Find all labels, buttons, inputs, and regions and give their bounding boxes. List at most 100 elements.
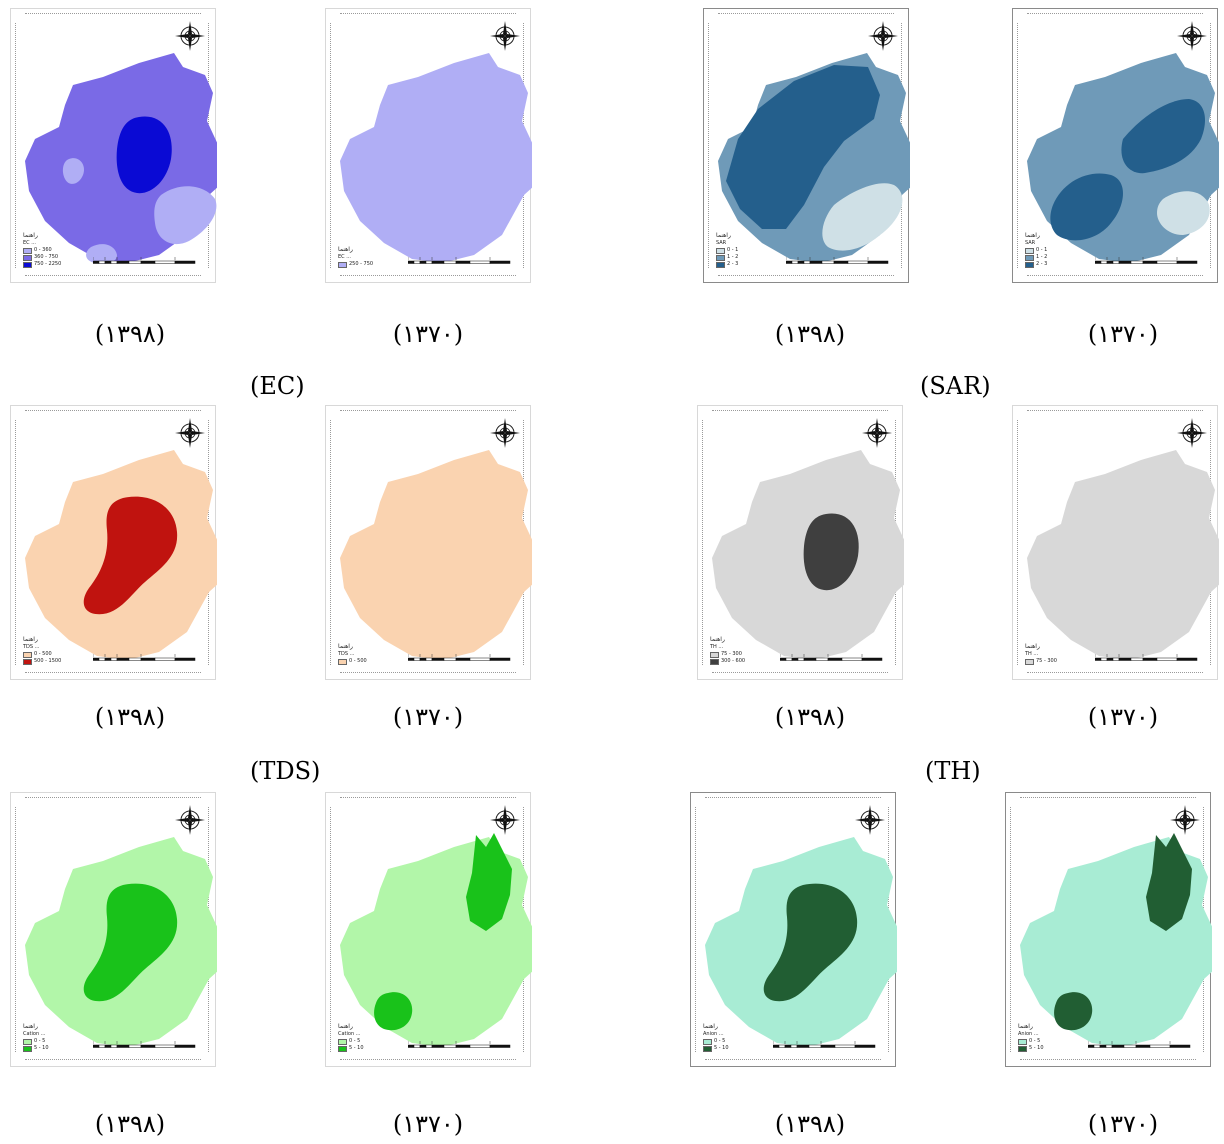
legend-range: 1 - 2 [727, 254, 739, 260]
legend-swatch [338, 658, 347, 665]
year-label: (۱۳۷۰) [392, 703, 464, 731]
north-arrow-icon [175, 21, 205, 51]
legend-entry: 75 - 300 [710, 651, 745, 658]
year-label: (۱۳۹۸) [94, 320, 166, 348]
year-label: (۱۳۹۸) [94, 1110, 166, 1138]
graticule-ticks [1010, 807, 1013, 1052]
legend-entry: 250 - 750 [338, 261, 373, 268]
graticule-ticks [712, 672, 888, 675]
legend-range: 0 - 1 [1036, 247, 1048, 253]
study-area-region [718, 53, 910, 263]
graticule-ticks [705, 797, 881, 800]
legend-entry: 1 - 2 [716, 254, 738, 261]
legend-entry: 0 - 1 [716, 247, 738, 254]
parameter-label-tds: (TDS) [250, 757, 321, 785]
map-legend: راهنما TH ... 75 - 300 300 - 600 [710, 636, 745, 665]
legend-parameter: SAR [1025, 240, 1036, 246]
map-legend: راهنما TDS ... 0 - 500 [338, 643, 367, 665]
legend-range: 5 - 10 [714, 1045, 729, 1051]
graticule-ticks [15, 420, 18, 665]
north-arrow-icon [175, 805, 205, 835]
legend-entry: 0 - 500 [23, 651, 61, 658]
legend-range: 250 - 750 [349, 261, 374, 267]
year-label: (۱۳۷۰) [392, 320, 464, 348]
legend-swatch [703, 1045, 712, 1052]
graticule-ticks [340, 1059, 516, 1062]
scale-bar [1095, 654, 1198, 661]
map-legend: راهنما TH ... 75 - 300 [1025, 643, 1057, 665]
legend-parameter: SAR [716, 240, 727, 246]
legend-swatch [710, 658, 719, 665]
scale-bar [1095, 257, 1198, 264]
north-arrow-icon [175, 418, 205, 448]
study-area-region [340, 450, 532, 660]
legend-range: 0 - 5 [34, 1038, 46, 1044]
legend-entry: 75 - 300 [1025, 658, 1057, 665]
year-label: (۱۳۹۸) [94, 703, 166, 731]
legend-swatch [1025, 247, 1034, 254]
legend-range: 5 - 10 [1029, 1045, 1044, 1051]
study-area-region [705, 837, 897, 1047]
north-arrow-icon [1177, 418, 1207, 448]
legend-parameter: TDS ... [338, 651, 355, 657]
legend-swatch [23, 261, 32, 268]
study-area-region [712, 450, 904, 660]
legend-entry: 2 - 3 [716, 261, 738, 268]
graticule-ticks [330, 23, 333, 268]
legend-swatch [23, 1038, 32, 1045]
legend-range: 75 - 300 [721, 651, 742, 657]
legend-range: 5 - 10 [34, 1045, 49, 1051]
legend-swatch [710, 651, 719, 658]
scale-bar [93, 654, 196, 661]
map-th-1370: راهنما TH ... 75 - 300 [1012, 405, 1219, 680]
year-label: (۱۳۹۸) [774, 703, 846, 731]
graticule-ticks [15, 23, 18, 268]
graticule-ticks [1027, 410, 1203, 413]
legend-entry: 360 - 750 [23, 254, 61, 261]
map-ec-1370: راهنما EC ... 250 - 750 [325, 8, 532, 283]
map-tds-1398: راهنما TDS ... 0 - 500 500 - 1500 [10, 405, 217, 680]
map-legend: راهنما EC ... 0 - 360 360 - 750 750 - 2250 [23, 232, 61, 268]
graticule-ticks [340, 672, 516, 675]
graticule-ticks [15, 807, 18, 1052]
legend-title: راهنما [1018, 1023, 1033, 1030]
graticule-ticks [25, 1059, 201, 1062]
legend-range: 0 - 5 [714, 1038, 726, 1044]
legend-swatch [716, 254, 725, 261]
north-arrow-icon [868, 21, 898, 51]
legend-range: 500 - 1500 [34, 658, 62, 664]
year-label: (۱۳۹۸) [774, 1110, 846, 1138]
study-area-region [25, 53, 217, 264]
graticule-ticks [718, 275, 894, 278]
scale-bar [1088, 1041, 1191, 1048]
legend-range: 0 - 5 [349, 1038, 361, 1044]
legend-entry: 5 - 10 [23, 1045, 49, 1052]
legend-entry: 0 - 5 [23, 1038, 49, 1045]
year-label: (۱۳۷۰) [392, 1110, 464, 1138]
legend-swatch [338, 261, 347, 268]
legend-parameter: Anion ... [1018, 1031, 1039, 1037]
graticule-ticks [330, 420, 333, 665]
legend-title: راهنما [23, 232, 38, 239]
parameter-label-sar: (SAR) [920, 372, 991, 400]
legend-range: 5 - 10 [349, 1045, 364, 1051]
legend-title: راهنما [1025, 232, 1040, 239]
north-arrow-icon [490, 21, 520, 51]
graticule-ticks [25, 275, 201, 278]
graticule-ticks [340, 410, 516, 413]
legend-swatch [338, 1038, 347, 1045]
north-arrow-icon [862, 418, 892, 448]
legend-swatch [716, 261, 725, 268]
legend-swatch [703, 1038, 712, 1045]
legend-range: 0 - 500 [34, 651, 52, 657]
legend-entry: 0 - 5 [703, 1038, 729, 1045]
map-tds-1370: راهنما TDS ... 0 - 500 [325, 405, 532, 680]
scale-bar [93, 257, 196, 264]
